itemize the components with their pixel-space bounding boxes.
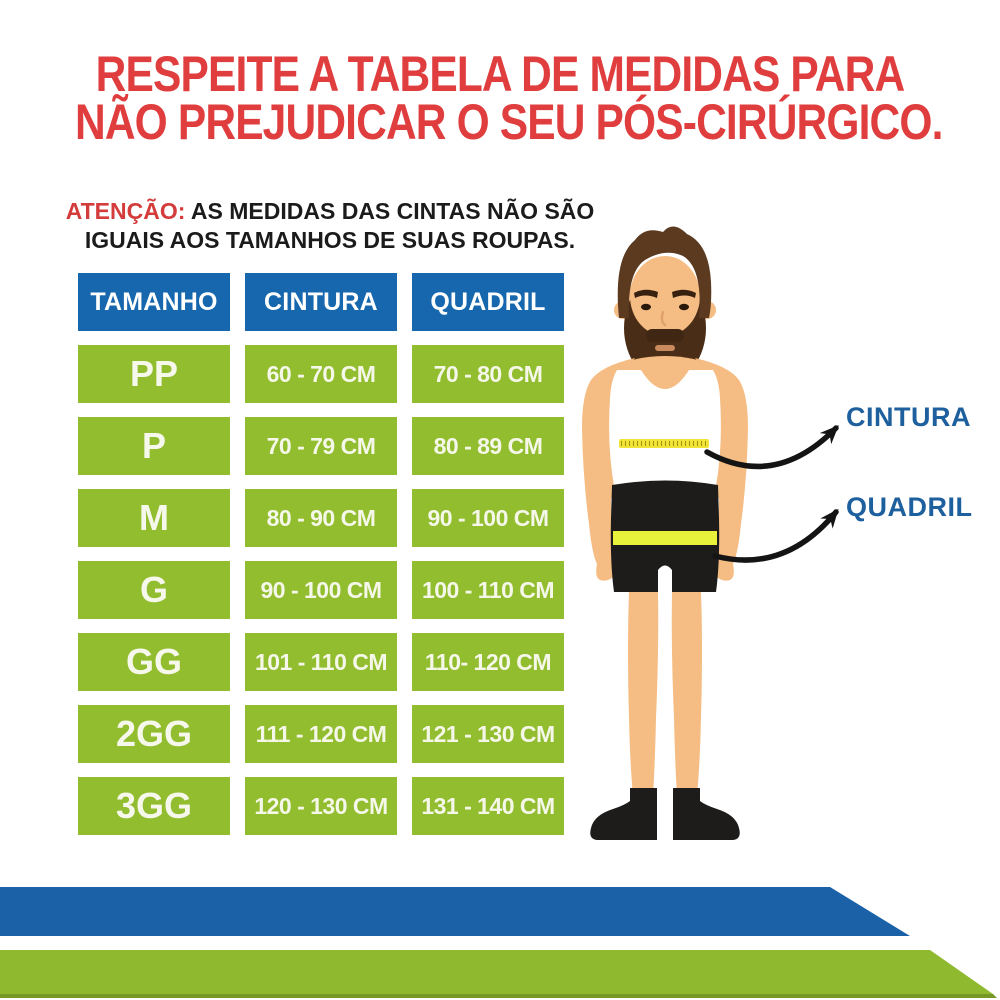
value-cell: 120 - 130 CM	[245, 777, 397, 835]
attention-note: ATENÇÃO: AS MEDIDAS DAS CINTAS NÃO SÃO I…	[20, 197, 640, 255]
man-figure-illustration	[582, 226, 748, 840]
attention-line-2: IGUAIS AOS TAMANHOS DE SUAS ROUPAS.	[84, 227, 576, 253]
value-cell: 60 - 70 CM	[245, 345, 397, 403]
value-cell: 121 - 130 CM	[412, 705, 564, 763]
bottom-band-blue	[0, 887, 910, 936]
eye-right	[679, 303, 689, 311]
arm-left	[582, 358, 635, 581]
measure-arrows	[704, 425, 839, 563]
size-cell: PP	[78, 345, 230, 403]
eyebrow-right	[672, 289, 696, 298]
size-cell: G	[78, 561, 230, 619]
size-table: TAMANHO CINTURA QUADRIL PP 60 - 70 CM 70 - 80…	[78, 273, 564, 835]
column-header-cintura: CINTURA	[245, 273, 397, 331]
size-cell: P	[78, 417, 230, 475]
hip-tape	[613, 531, 717, 545]
column-header-tamanho: TAMANHO	[78, 273, 230, 331]
leg-right	[671, 592, 702, 796]
attention-line-1: AS MEDIDAS DAS CINTAS NÃO SÃO	[185, 198, 595, 224]
column-header-quadril: QUADRIL	[412, 273, 564, 331]
face-upper	[630, 256, 700, 336]
value-cell: 110- 120 CM	[412, 633, 564, 691]
mouth	[655, 345, 675, 351]
bottom-decoration	[0, 887, 997, 998]
value-cell: 70 - 79 CM	[245, 417, 397, 475]
value-cell: 80 - 90 CM	[245, 489, 397, 547]
mustache	[646, 329, 684, 342]
hair	[617, 226, 712, 318]
value-cell: 70 - 80 CM	[412, 345, 564, 403]
value-cell: 111 - 120 CM	[245, 705, 397, 763]
size-cell: M	[78, 489, 230, 547]
shoe-right	[673, 788, 740, 840]
arrow-to-quadril	[712, 508, 839, 563]
page-title: RESPEITE A TABELA DE MEDIDAS PARA NÃO PR…	[75, 46, 943, 150]
value-cell: 131 - 140 CM	[412, 777, 564, 835]
size-cell: 2GG	[78, 705, 230, 763]
leg-left	[628, 592, 659, 796]
attention-prefix: ATENÇÃO:	[65, 198, 186, 224]
arrow-to-cintura	[704, 425, 839, 470]
value-cell: 101 - 110 CM	[245, 633, 397, 691]
page-title-line-1: RESPEITE A TABELA DE MEDIDAS PARA	[95, 46, 905, 102]
nose	[660, 310, 667, 327]
eye-left	[641, 303, 651, 311]
waist-label: CINTURA	[846, 402, 971, 432]
eyebrow-left	[634, 289, 658, 298]
value-cell: 100 - 110 CM	[412, 561, 564, 619]
value-cell: 90 - 100 CM	[245, 561, 397, 619]
bottom-band-green-edge	[0, 994, 997, 998]
hip-label: QUADRIL	[846, 492, 973, 522]
bottom-band-green	[0, 950, 993, 994]
shoe-left	[590, 788, 657, 840]
arm-right	[695, 358, 748, 581]
size-cell: GG	[78, 633, 230, 691]
value-cell: 90 - 100 CM	[412, 489, 564, 547]
tank-top	[609, 370, 721, 491]
size-cell: 3GG	[78, 777, 230, 835]
value-cell: 80 - 89 CM	[412, 417, 564, 475]
page-title-line-2: NÃO PREJUDICAR O SEU PÓS-CIRÚRGICO.	[75, 94, 943, 150]
